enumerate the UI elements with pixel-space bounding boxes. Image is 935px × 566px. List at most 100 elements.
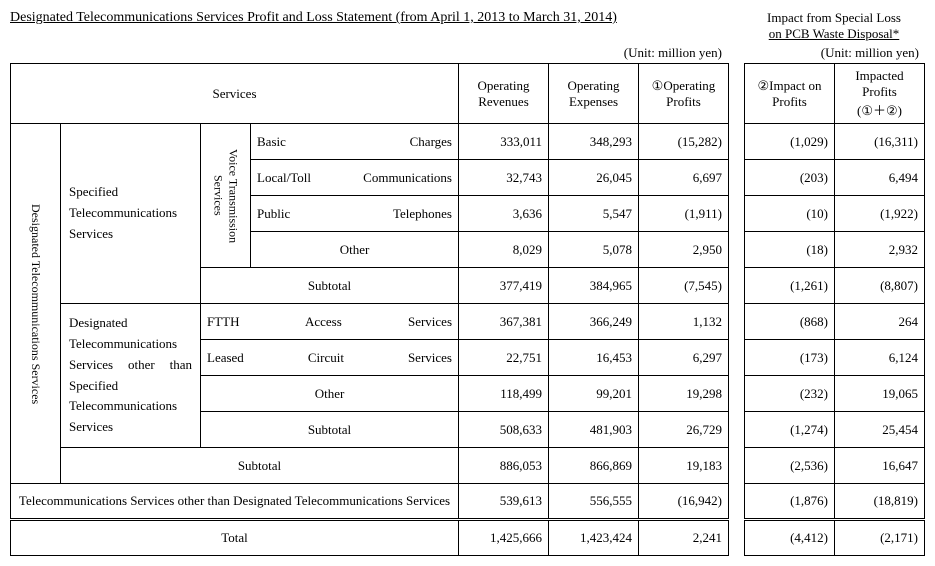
cell-value: 1,425,666 bbox=[459, 520, 549, 556]
table-row: Subtotal 886,053 866,869 19,183 bbox=[11, 448, 729, 484]
cell-value: 367,381 bbox=[459, 304, 549, 340]
table-row: (203)6,494 bbox=[745, 160, 925, 196]
cell-value: 25,454 bbox=[835, 412, 925, 448]
group-specified: Specified Telecommunications Services bbox=[61, 124, 201, 304]
cell-value: 99,201 bbox=[549, 376, 639, 412]
cell-value: 508,633 bbox=[459, 412, 549, 448]
cell-value: 2,932 bbox=[835, 232, 925, 268]
main-table: Services Operating Revenues Operating Ex… bbox=[10, 63, 729, 556]
table-row: (868)264 bbox=[745, 304, 925, 340]
cell-value: 26,045 bbox=[549, 160, 639, 196]
special-header-line2: on PCB Waste Disposal* bbox=[769, 26, 900, 41]
table-row: Designated Telecommunications Services S… bbox=[11, 124, 729, 160]
cell-value: (1,911) bbox=[639, 196, 729, 232]
cell-value: (18,819) bbox=[835, 484, 925, 520]
cell-value: (1,261) bbox=[745, 268, 835, 304]
unit-label-right: (Unit: million yen) bbox=[743, 45, 925, 61]
col-impacted: Impacted Profits (①＋②) bbox=[835, 64, 925, 124]
col-revenues: Operating Revenues bbox=[459, 64, 549, 124]
cell-value: (16,311) bbox=[835, 124, 925, 160]
cell-value: (1,876) bbox=[745, 484, 835, 520]
cell-value: 556,555 bbox=[549, 484, 639, 520]
table-row: (1,274)25,454 bbox=[745, 412, 925, 448]
cell-value: 26,729 bbox=[639, 412, 729, 448]
col-impacted-l2: (①＋②) bbox=[857, 103, 902, 118]
row-label: Leased Circuit Services bbox=[201, 340, 459, 376]
cell-value: (232) bbox=[745, 376, 835, 412]
table-row: Designated Telecommunications Services o… bbox=[11, 304, 729, 340]
impact-table: ②Impact on Profits Impacted Profits (①＋②… bbox=[744, 63, 925, 556]
cell-value: 5,078 bbox=[549, 232, 639, 268]
row-label: FTTH Access Services bbox=[201, 304, 459, 340]
row-label: Subtotal bbox=[201, 412, 459, 448]
cell-value: (18) bbox=[745, 232, 835, 268]
special-header-line1: Impact from Special Loss bbox=[767, 10, 901, 25]
cell-value: 6,494 bbox=[835, 160, 925, 196]
cell-value: 539,613 bbox=[459, 484, 549, 520]
row-label: Public Telephones bbox=[251, 196, 459, 232]
cell-value: 377,419 bbox=[459, 268, 549, 304]
row-label: Telecommunications Services other than D… bbox=[11, 484, 459, 520]
row-label: Basic Charges bbox=[251, 124, 459, 160]
table-row: (10)(1,922) bbox=[745, 196, 925, 232]
cell-value: 22,751 bbox=[459, 340, 549, 376]
cell-value: (1,029) bbox=[745, 124, 835, 160]
cell-value: 333,011 bbox=[459, 124, 549, 160]
table-row: (1,876)(18,819) bbox=[745, 484, 925, 520]
cell-value: 886,053 bbox=[459, 448, 549, 484]
cell-value: 481,903 bbox=[549, 412, 639, 448]
cell-value: 6,697 bbox=[639, 160, 729, 196]
cell-value: (10) bbox=[745, 196, 835, 232]
cell-value: (7,545) bbox=[639, 268, 729, 304]
cell-value: 19,065 bbox=[835, 376, 925, 412]
special-loss-header: Impact from Special Loss on PCB Waste Di… bbox=[743, 10, 925, 41]
col-services: Services bbox=[11, 64, 459, 124]
cell-value: 19,183 bbox=[639, 448, 729, 484]
cell-value: 19,298 bbox=[639, 376, 729, 412]
cell-value: 264 bbox=[835, 304, 925, 340]
cell-value: 366,249 bbox=[549, 304, 639, 340]
cell-value: 16,453 bbox=[549, 340, 639, 376]
cell-value: (15,282) bbox=[639, 124, 729, 160]
cell-value: 384,965 bbox=[549, 268, 639, 304]
cell-value: (2,171) bbox=[835, 520, 925, 556]
cell-value: 6,297 bbox=[639, 340, 729, 376]
cell-value: (16,942) bbox=[639, 484, 729, 520]
group-other-designated: Designated Telecommunications Services o… bbox=[61, 304, 201, 448]
table-row: (232)19,065 bbox=[745, 376, 925, 412]
table-row: (18)2,932 bbox=[745, 232, 925, 268]
table-row: Telecommunications Services other than D… bbox=[11, 484, 729, 520]
cell-value: 16,647 bbox=[835, 448, 925, 484]
cell-value: (1,922) bbox=[835, 196, 925, 232]
cell-value: (868) bbox=[745, 304, 835, 340]
cell-value: (173) bbox=[745, 340, 835, 376]
unit-label-left: (Unit: million yen) bbox=[10, 45, 728, 61]
cell-value: 32,743 bbox=[459, 160, 549, 196]
cell-value: 3,636 bbox=[459, 196, 549, 232]
row-label: Total bbox=[11, 520, 459, 556]
cell-value: 1,423,424 bbox=[549, 520, 639, 556]
vlabel-designated: Designated Telecommunications Services bbox=[11, 124, 61, 484]
cell-value: 2,950 bbox=[639, 232, 729, 268]
cell-value: 866,869 bbox=[549, 448, 639, 484]
row-label: Subtotal bbox=[61, 448, 459, 484]
cell-value: 118,499 bbox=[459, 376, 549, 412]
row-label: Other bbox=[251, 232, 459, 268]
page-title: Designated Telecommunications Services P… bbox=[10, 10, 617, 26]
cell-value: (1,274) bbox=[745, 412, 835, 448]
cell-value: 348,293 bbox=[549, 124, 639, 160]
row-label: Other bbox=[201, 376, 459, 412]
col-impacted-l1: Impacted Profits bbox=[855, 68, 903, 99]
cell-value: 6,124 bbox=[835, 340, 925, 376]
vlabel-voice: Voice Transmission Services bbox=[201, 124, 251, 268]
table-row: (2,536)16,647 bbox=[745, 448, 925, 484]
table-row: (173)6,124 bbox=[745, 340, 925, 376]
table-row: (1,261)(8,807) bbox=[745, 268, 925, 304]
table-row-total: (4,412)(2,171) bbox=[745, 520, 925, 556]
col-impact: ②Impact on Profits bbox=[745, 64, 835, 124]
col-profits: ①Operating Profits bbox=[639, 64, 729, 124]
table-row-total: Total 1,425,666 1,423,424 2,241 bbox=[11, 520, 729, 556]
cell-value: (4,412) bbox=[745, 520, 835, 556]
table-row: (1,029)(16,311) bbox=[745, 124, 925, 160]
row-label: Local/Toll Communications bbox=[251, 160, 459, 196]
